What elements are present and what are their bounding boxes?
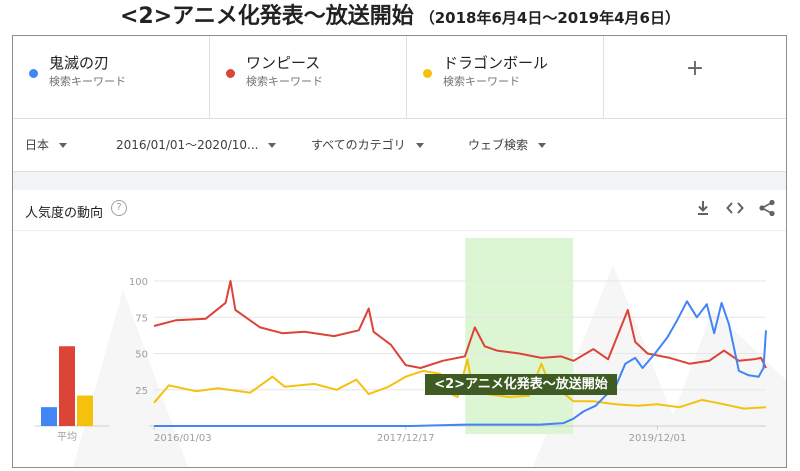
x-tick-label: 2016/01/03 — [154, 433, 212, 444]
series-line-0 — [154, 300, 767, 427]
term-card-onepiece[interactable]: ワンピース 検索キーワード — [210, 36, 407, 118]
download-icon[interactable] — [693, 198, 713, 218]
decor-shape — [73, 290, 188, 467]
decor-shape — [653, 310, 786, 467]
page-title-main: <2>アニメ化発表〜放送開始 — [120, 4, 414, 29]
series-line-2 — [153, 358, 767, 410]
y-tick-label: 100 — [129, 277, 148, 288]
term-color-dot — [226, 69, 235, 78]
chevron-down-icon — [268, 143, 277, 148]
x-tick-label: 2019/12/01 — [629, 433, 687, 444]
trend-chart: 25 50 75 100 2016/01/03 2017/12/17 2019/12/01… — [35, 238, 786, 467]
interest-over-time-panel: 人気度の動向 ? 25 50 75 100 2016/01/03 2017/12/17 2… — [13, 190, 786, 467]
chevron-down-icon — [538, 143, 547, 148]
term-type: 検索キーワード — [49, 75, 126, 88]
highlight-band — [465, 238, 574, 434]
highlight-label: <2>アニメ化発表〜放送開始 — [425, 374, 617, 395]
search-type-select[interactable]: ウェブ検索 — [468, 119, 547, 171]
average-bars: 平均 — [35, 346, 109, 443]
share-icon[interactable] — [757, 198, 777, 218]
trends-frame: 鬼滅の刃 検索キーワード ワンピース 検索キーワード ドラゴンボール 検索キーワ… — [12, 35, 787, 468]
panel-title: 人気度の動向 — [25, 206, 104, 221]
page-title: <2>アニメ化発表〜放送開始 （2018年6月4日〜2019年4月6日） — [0, 0, 800, 34]
period-select[interactable]: 2016/01/01〜2020/10... — [116, 119, 277, 171]
term-card-dragonball[interactable]: ドラゴンボール 検索キーワード — [407, 36, 604, 118]
average-label: 平均 — [57, 431, 77, 443]
embed-icon[interactable] — [725, 198, 745, 218]
term-type: 検索キーワード — [246, 75, 323, 88]
page-subtitle: （2018年6月4日〜2019年4月6日） — [419, 9, 680, 27]
chevron-down-icon — [59, 143, 68, 148]
term-color-dot — [423, 69, 432, 78]
x-tick-label: 2017/12/17 — [377, 433, 435, 444]
average-bar-2 — [77, 395, 93, 426]
section-gap — [13, 172, 786, 190]
compare-terms-bar: 鬼滅の刃 検索キーワード ワンピース 検索キーワード ドラゴンボール 検索キーワ… — [13, 36, 786, 119]
panel-header: 人気度の動向 ? — [13, 190, 786, 231]
term-name: 鬼滅の刃 — [49, 54, 110, 72]
grid — [149, 280, 766, 427]
add-term-button[interactable]: + — [604, 36, 786, 118]
period-value: 2016/01/01〜2020/10... — [116, 138, 259, 152]
chevron-down-icon — [415, 143, 424, 148]
term-card-kimetsu[interactable]: 鬼滅の刃 検索キーワード — [13, 36, 210, 118]
term-name: ドラゴンボール — [443, 54, 549, 72]
search-type-value: ウェブ検索 — [468, 138, 529, 152]
help-icon[interactable]: ? — [111, 200, 127, 216]
category-select[interactable]: すべてのカテゴリ — [311, 119, 424, 171]
series-line-1 — [153, 280, 767, 369]
term-name: ワンピース — [246, 54, 321, 72]
region-value: 日本 — [25, 138, 50, 152]
plus-icon: + — [685, 56, 705, 81]
series-lines — [153, 280, 767, 427]
filter-bar: 日本 2016/01/01〜2020/10... すべてのカテゴリ ウェブ検索 — [13, 119, 786, 172]
average-bar-0 — [41, 407, 57, 426]
term-type: 検索キーワード — [443, 75, 520, 88]
region-select[interactable]: 日本 — [25, 119, 68, 171]
y-tick-label: 75 — [135, 313, 148, 324]
y-tick-label: 25 — [135, 386, 148, 397]
y-tick-labels: 25 50 75 100 — [129, 277, 148, 397]
average-bar-1 — [59, 346, 75, 426]
term-color-dot — [29, 69, 38, 78]
y-tick-label: 50 — [135, 350, 148, 361]
category-value: すべてのカテゴリ — [311, 138, 406, 152]
